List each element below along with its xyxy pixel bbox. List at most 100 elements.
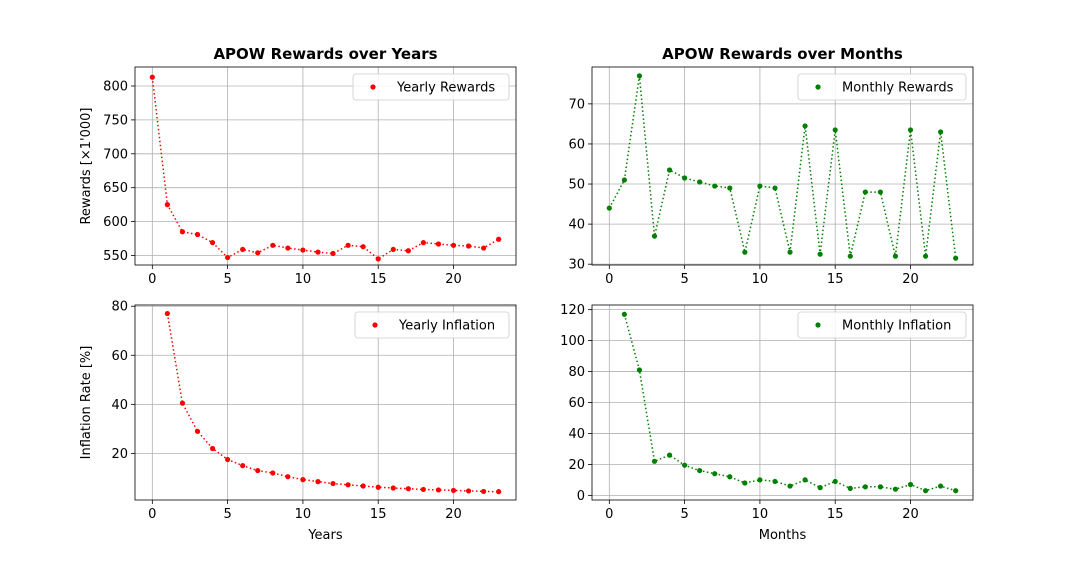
data-point xyxy=(757,477,763,483)
y-tick-label: 750 xyxy=(103,113,128,128)
legend-marker xyxy=(372,322,378,328)
data-point xyxy=(666,167,673,173)
x-tick-label: 5 xyxy=(223,507,231,522)
data-point xyxy=(164,310,170,317)
data-point xyxy=(375,256,381,262)
x-tick-label: 20 xyxy=(902,272,919,287)
data-point xyxy=(315,479,321,485)
data-point xyxy=(907,481,914,488)
data-point xyxy=(697,179,703,185)
data-point xyxy=(450,242,457,248)
data-point xyxy=(496,236,502,242)
data-point xyxy=(651,458,658,464)
y-tick-label: 40 xyxy=(568,427,585,442)
x-tick-label: 20 xyxy=(445,272,462,287)
data-point xyxy=(360,483,366,489)
data-point xyxy=(682,462,688,468)
data-point xyxy=(892,253,899,259)
x-axis-label: Years xyxy=(307,528,343,543)
data-point xyxy=(330,250,336,257)
y-tick-label: 80 xyxy=(111,300,128,315)
chart-panel-0: 0 5 10 15 20 550 600 650 700 750 800 Yearly Rewards… xyxy=(79,45,517,287)
y-tick-label: 550 xyxy=(103,249,128,264)
data-point xyxy=(300,477,306,483)
data-point xyxy=(345,482,351,488)
data-point xyxy=(953,488,959,494)
data-point xyxy=(194,428,201,434)
data-point xyxy=(727,185,733,191)
data-point xyxy=(420,486,426,493)
legend-label: Monthly Rewards xyxy=(842,81,954,96)
axes-frame xyxy=(591,304,974,501)
x-tick-label: 5 xyxy=(223,272,231,287)
chart-panel-2: 0 5 10 15 20 20 40 60 80 Yearly Inflation Years Inf… xyxy=(79,300,517,543)
axes-frame xyxy=(591,66,974,266)
legend-box xyxy=(797,311,967,339)
data-point xyxy=(179,400,186,406)
y-tick-label: 800 xyxy=(103,79,128,94)
data-point xyxy=(345,242,351,248)
data-point xyxy=(802,477,808,483)
y-tick-label: 70 xyxy=(568,97,585,112)
data-point xyxy=(802,123,808,129)
data-point xyxy=(375,484,381,490)
y-tick-label: 100 xyxy=(560,334,585,349)
data-point xyxy=(390,485,396,491)
data-point xyxy=(877,189,883,195)
data-point xyxy=(360,244,366,250)
legend-box xyxy=(352,73,510,101)
y-tick-label: 40 xyxy=(568,218,585,233)
data-point xyxy=(149,74,155,80)
chart-title: APOW Rewards over Years xyxy=(213,45,437,63)
data-point xyxy=(255,467,261,474)
y-tick-label: 50 xyxy=(568,178,585,193)
y-tick-label: 60 xyxy=(568,137,585,152)
data-point xyxy=(682,175,688,181)
y-tick-label: 80 xyxy=(568,365,585,380)
data-point xyxy=(270,470,276,476)
x-tick-label: 15 xyxy=(370,507,387,522)
data-point xyxy=(847,253,853,259)
data-point xyxy=(742,249,748,255)
data-point xyxy=(712,183,718,189)
data-point xyxy=(938,129,944,135)
data-point xyxy=(209,445,216,452)
data-point xyxy=(847,485,853,491)
data-point xyxy=(697,467,703,474)
data-point xyxy=(742,480,748,486)
data-point xyxy=(270,242,276,248)
series-line xyxy=(151,77,500,260)
x-tick-label: 10 xyxy=(295,272,312,287)
x-tick-label: 15 xyxy=(370,272,387,287)
x-tick-label: 10 xyxy=(752,272,769,287)
data-point xyxy=(285,474,291,480)
y-tick-label: 40 xyxy=(111,398,128,413)
y-tick-label: 20 xyxy=(568,458,585,473)
data-point xyxy=(817,485,823,491)
chart-panel-1: 0 5 10 15 20 30 40 50 60 70 Monthly Rewards APOW Re… xyxy=(568,45,974,287)
legend-box xyxy=(354,311,510,339)
x-tick-label: 0 xyxy=(148,507,156,522)
data-point xyxy=(225,456,231,463)
data-point xyxy=(621,177,627,183)
data-point xyxy=(435,241,442,247)
data-point xyxy=(907,127,914,133)
y-axis-label: Inflation Rate [%] xyxy=(79,346,94,460)
data-point xyxy=(666,452,673,458)
data-point xyxy=(300,247,306,253)
x-tick-label: 10 xyxy=(752,507,769,522)
chart-panel-3: 0 5 10 15 20 0 20 40 60 80 100 120 Monthly Inflation… xyxy=(560,303,974,543)
data-point xyxy=(772,185,778,191)
legend-label: Yearly Rewards xyxy=(396,81,495,96)
y-tick-label: 700 xyxy=(103,147,128,162)
data-point xyxy=(877,484,883,490)
data-point xyxy=(651,233,658,239)
x-tick-label: 5 xyxy=(680,272,688,287)
data-point xyxy=(435,487,442,493)
data-point xyxy=(481,245,487,251)
data-point xyxy=(194,231,201,238)
axes-frame xyxy=(134,66,517,266)
data-point xyxy=(787,483,793,489)
chart-title: APOW Rewards over Months xyxy=(662,45,903,63)
data-point xyxy=(496,489,502,495)
